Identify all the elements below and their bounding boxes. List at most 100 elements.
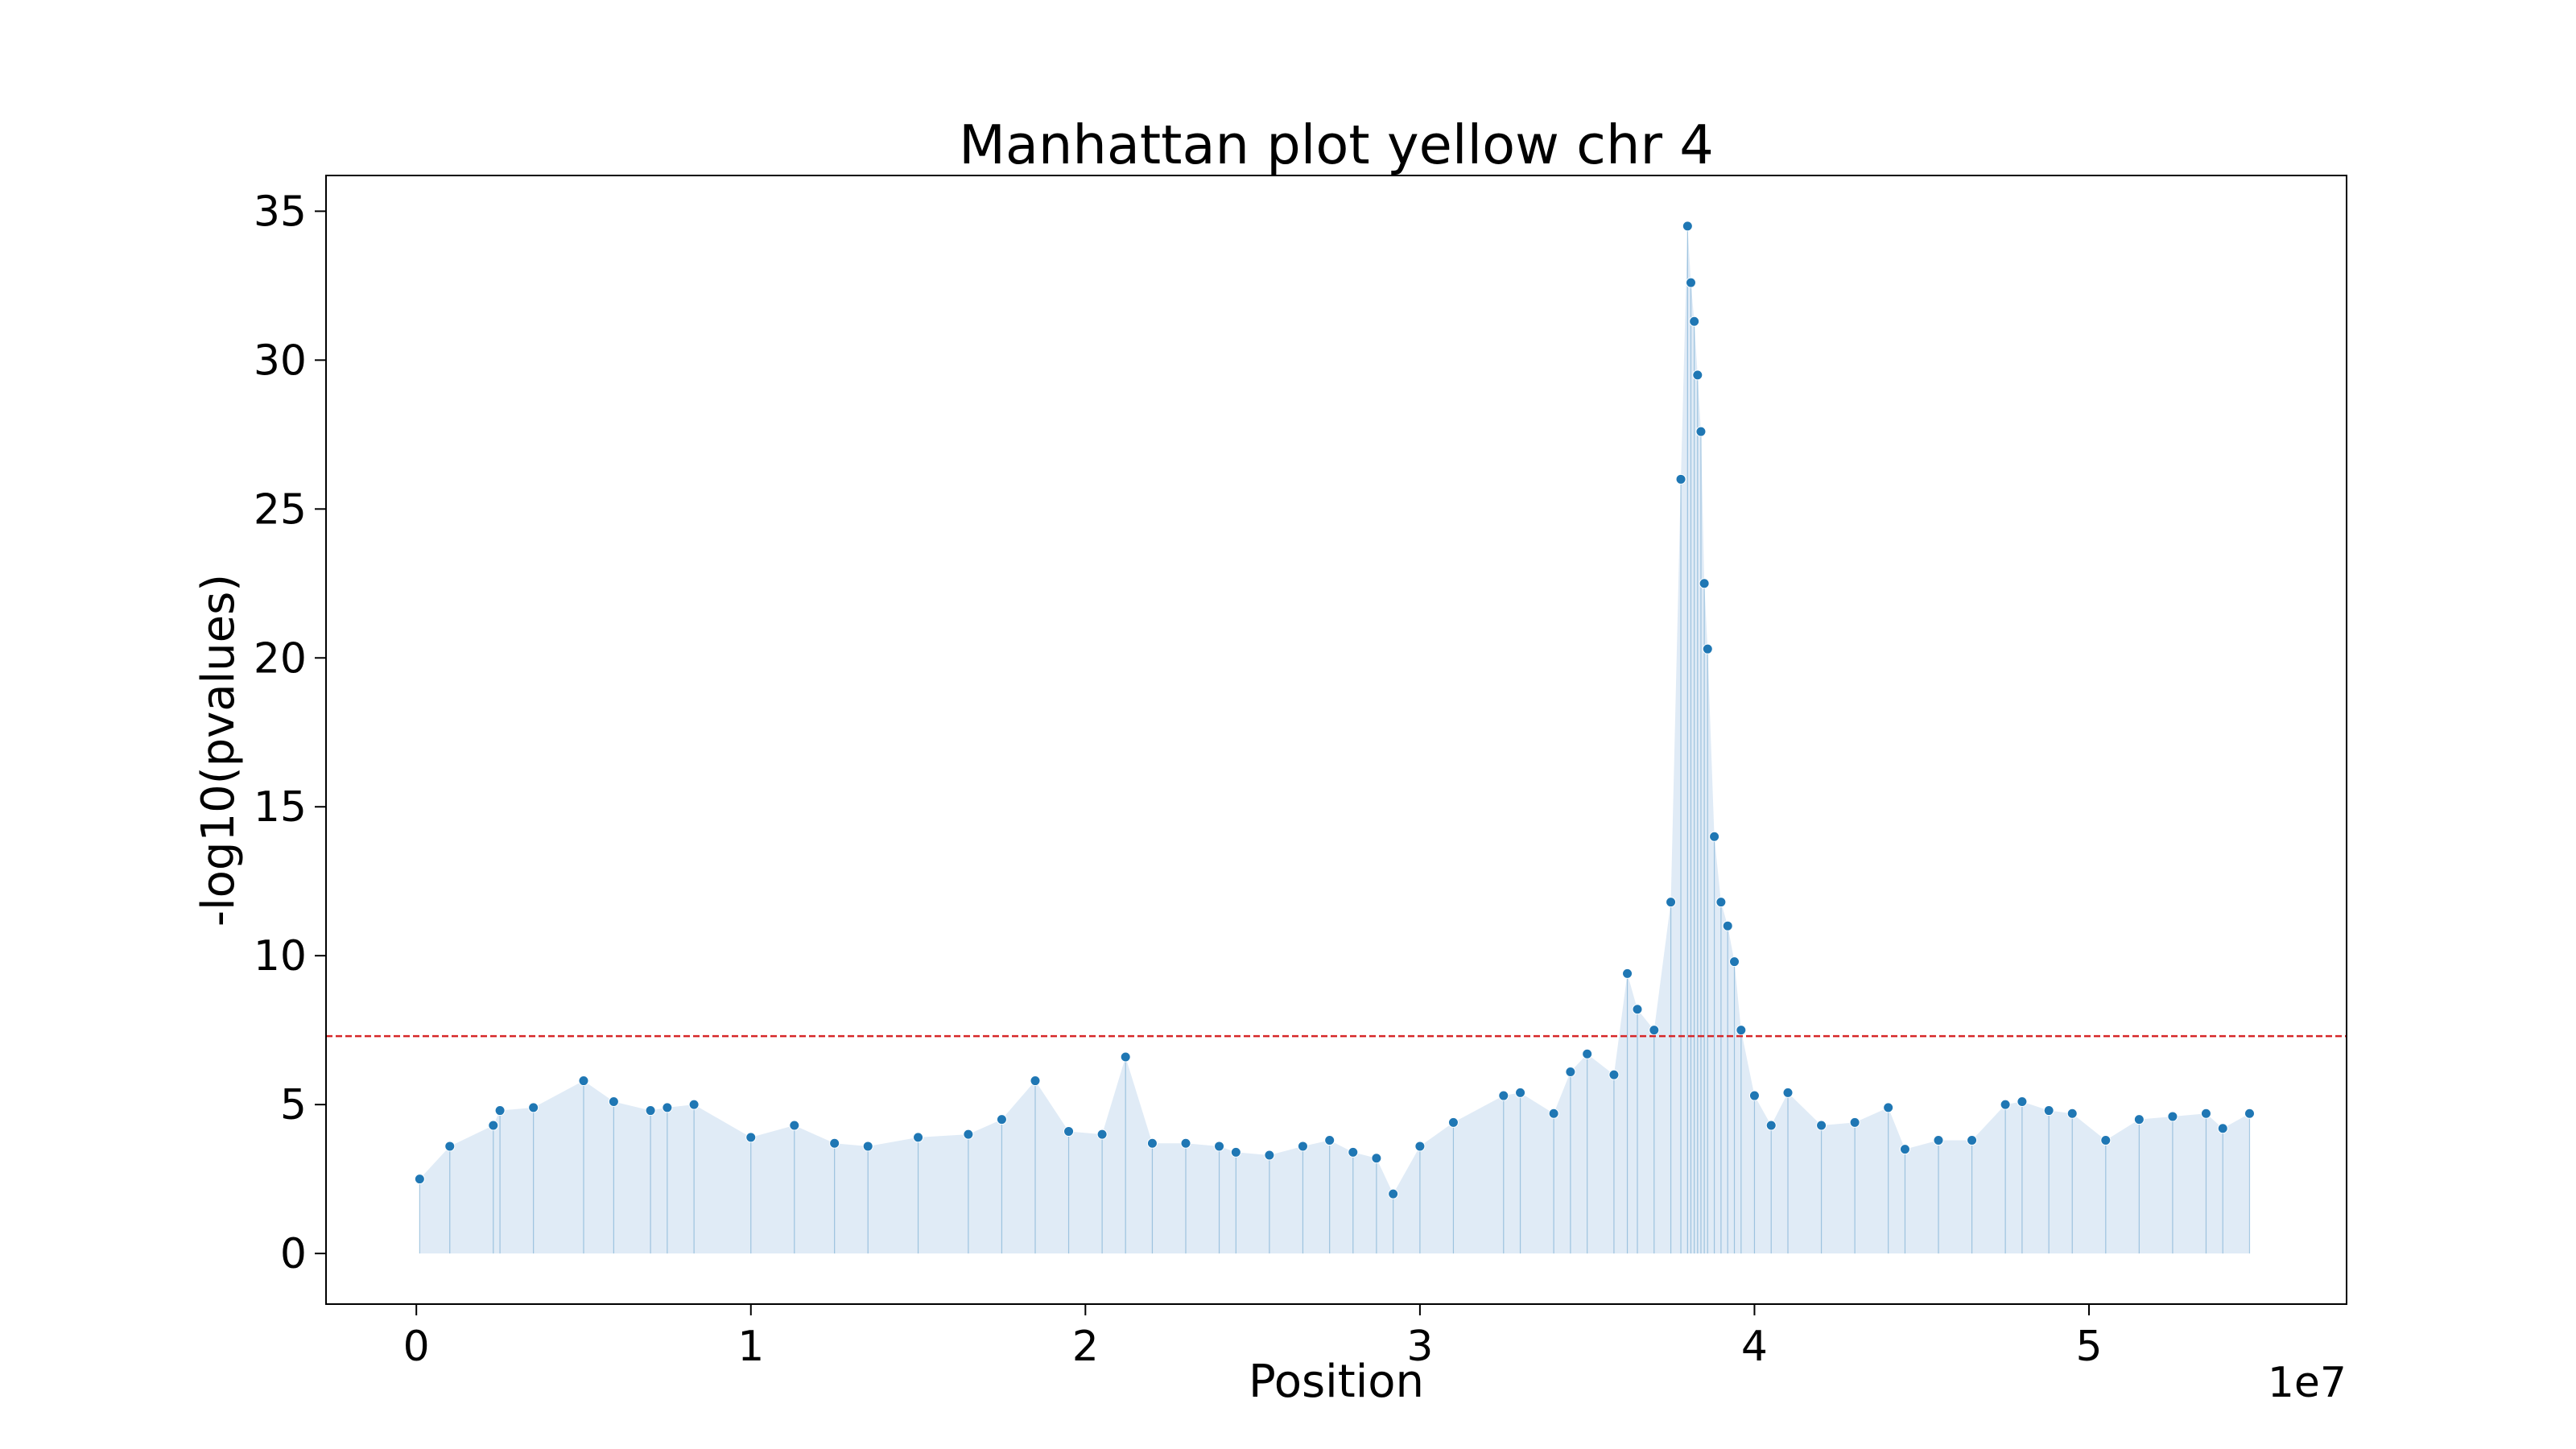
- data-point: [1414, 1141, 1426, 1152]
- data-point: [1030, 1075, 1041, 1087]
- data-point: [789, 1120, 800, 1131]
- data-point: [1230, 1146, 1241, 1158]
- data-point: [1565, 1066, 1576, 1077]
- data-point: [1967, 1135, 1978, 1146]
- data-point: [1214, 1141, 1225, 1152]
- data-point: [1447, 1117, 1459, 1128]
- y-tick-label: 10: [254, 932, 307, 980]
- x-tick-label: 5: [2075, 1323, 2102, 1371]
- data-point: [444, 1141, 456, 1152]
- data-point: [688, 1099, 700, 1110]
- data-point: [1371, 1153, 1382, 1164]
- data-point: [1515, 1087, 1526, 1098]
- y-axis-label: -log10(pvalues): [192, 574, 245, 927]
- x-tick-label: 2: [1072, 1323, 1099, 1371]
- data-point: [1649, 1025, 1660, 1036]
- data-point: [1748, 1090, 1760, 1101]
- data-point: [996, 1114, 1007, 1125]
- data-point: [1883, 1102, 1894, 1113]
- data-point: [1582, 1048, 1593, 1059]
- data-point: [414, 1174, 425, 1185]
- data-point: [1608, 1069, 1620, 1080]
- x-tick-label: 3: [1406, 1323, 1433, 1371]
- data-point: [662, 1102, 673, 1113]
- data-point: [913, 1132, 924, 1143]
- data-point: [1689, 316, 1700, 327]
- x-tick-label: 4: [1741, 1323, 1768, 1371]
- data-point: [2217, 1123, 2228, 1134]
- data-point: [608, 1096, 619, 1107]
- data-point: [528, 1102, 539, 1113]
- data-point: [2200, 1108, 2211, 1119]
- data-point: [1264, 1150, 1275, 1161]
- data-point: [1622, 968, 1633, 979]
- data-point: [1498, 1090, 1509, 1101]
- chart-title: Manhattan plot yellow chr 4: [959, 114, 1714, 176]
- data-point: [1120, 1051, 1131, 1063]
- y-tick-label: 35: [254, 188, 307, 236]
- plot-frame: [325, 175, 2347, 1305]
- y-tick-label: 20: [254, 634, 307, 683]
- data-point: [2167, 1111, 2178, 1122]
- data-point: [1146, 1137, 1158, 1149]
- data-point: [2244, 1108, 2255, 1119]
- x-tick-label: 1: [737, 1323, 764, 1371]
- y-axis: 0 5 10 15 20 25 30 35: [254, 188, 326, 1278]
- density-area: [419, 225, 2250, 1254]
- data-point: [1849, 1117, 1860, 1128]
- data-point: [1702, 643, 1713, 654]
- data-point: [1709, 831, 1720, 842]
- data-point: [1899, 1144, 1910, 1155]
- data-point: [2043, 1105, 2054, 1117]
- data-point: [862, 1141, 873, 1152]
- data-point: [1548, 1108, 1559, 1119]
- data-point: [1933, 1135, 1944, 1146]
- data-point: [645, 1105, 656, 1117]
- x-axis-label: Position: [1249, 1356, 1424, 1408]
- data-point: [2066, 1108, 2078, 1119]
- point-density-fill: [419, 225, 2251, 1254]
- data-point: [1666, 897, 1677, 908]
- data-point: [1729, 956, 1740, 968]
- data-point: [1722, 920, 1733, 931]
- data-point: [2100, 1135, 2112, 1146]
- data-point: [963, 1129, 974, 1140]
- data-point: [2017, 1096, 2028, 1107]
- data-point: [1695, 426, 1707, 437]
- x-axis-offset-label: 1e7: [2268, 1359, 2347, 1407]
- data-point: [1632, 1004, 1643, 1015]
- data-point: [494, 1105, 506, 1117]
- data-point: [1816, 1120, 1827, 1131]
- y-tick-label: 5: [280, 1081, 307, 1129]
- data-point: [1765, 1120, 1777, 1131]
- data-point: [1063, 1125, 1075, 1137]
- x-tick-label: 0: [403, 1323, 430, 1371]
- data-point: [1699, 578, 1710, 589]
- data-point: [1685, 277, 1696, 288]
- data-point: [1180, 1137, 1191, 1149]
- data-point: [1715, 897, 1727, 908]
- data-point: [1348, 1146, 1359, 1158]
- data-point: [1324, 1135, 1335, 1146]
- data-point: [1682, 221, 1693, 232]
- y-tick-label: 30: [254, 336, 307, 385]
- y-tick-label: 0: [280, 1230, 307, 1278]
- data-point: [829, 1137, 840, 1149]
- data-point: [1736, 1025, 1747, 1036]
- data-point: [488, 1120, 499, 1131]
- data-point: [578, 1075, 589, 1087]
- data-point: [745, 1132, 757, 1143]
- data-points: [414, 221, 2255, 1199]
- data-point: [1297, 1141, 1308, 1152]
- data-point: [1782, 1087, 1794, 1098]
- y-tick-label: 15: [254, 783, 307, 832]
- data-point: [2000, 1099, 2011, 1110]
- data-point: [1388, 1188, 1399, 1199]
- x-axis: 0 1 2 3 4 5: [403, 1304, 2103, 1371]
- data-point: [1096, 1129, 1108, 1140]
- data-point: [1692, 369, 1703, 381]
- y-tick-label: 25: [254, 485, 307, 534]
- data-point: [1675, 473, 1686, 485]
